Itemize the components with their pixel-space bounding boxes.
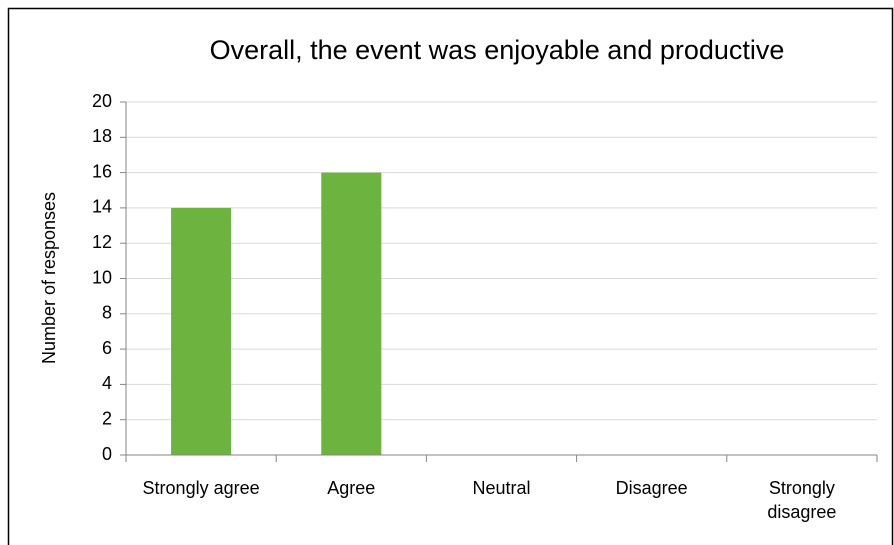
bar — [171, 207, 232, 455]
y-tick-label: 20 — [92, 91, 112, 111]
y-tick-label: 14 — [92, 197, 112, 217]
y-tick-label: 8 — [102, 303, 112, 323]
y-tick-label: 0 — [102, 444, 112, 464]
y-tick-label: 16 — [92, 161, 112, 181]
y-tick-label: 6 — [102, 338, 112, 358]
y-tick-label: 10 — [92, 267, 112, 287]
x-tick-label: Strongly agree — [142, 478, 260, 498]
chart-border — [7, 7, 894, 545]
y-tick-label: 12 — [92, 232, 112, 252]
x-tick-label: Strongly disagree — [767, 478, 837, 522]
y-axis-label: Number of responses — [39, 192, 59, 364]
y-tick-label: 2 — [102, 408, 112, 428]
y-tick-label: 18 — [92, 126, 112, 146]
y-tick-label: 4 — [102, 373, 112, 393]
x-tick-label: Disagree — [615, 478, 688, 498]
chart-title: Overall, the event was enjoyable and pro… — [210, 35, 785, 65]
x-tick-label: Neutral — [472, 478, 531, 498]
bar — [321, 172, 382, 455]
x-tick-label: Agree — [327, 478, 376, 498]
